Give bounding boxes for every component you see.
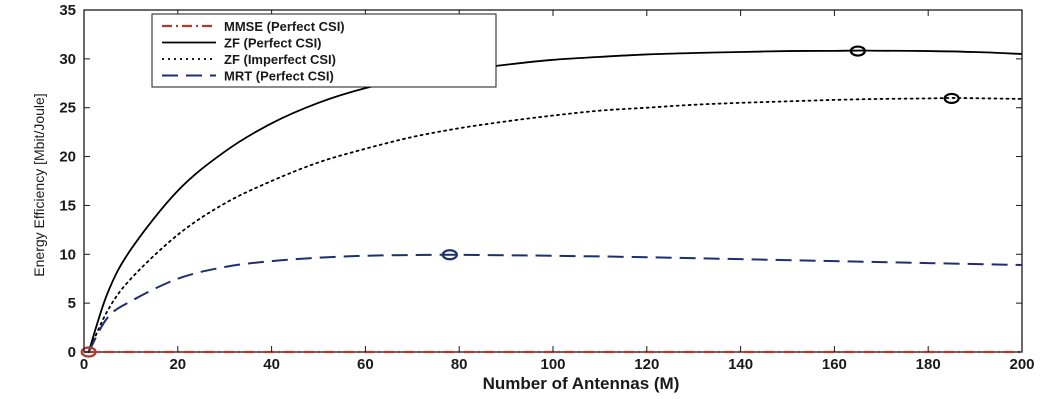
series-marker-2 [943,92,960,105]
x-tick-label: 40 [263,356,280,373]
x-tick-label: 20 [169,356,186,373]
x-tick-label: 140 [728,356,753,373]
series-marker-3 [441,249,458,261]
x-tick-label: 0 [80,356,88,373]
x-tick-label: 180 [916,356,941,373]
x-tick-label: 80 [451,356,468,373]
x-axis-title: Number of Antennas (M) [483,374,680,393]
series-line-1 [87,49,1023,353]
y-tick-label: 0 [68,344,76,361]
x-tick-label: 60 [357,356,374,373]
y-tick-label: 35 [59,2,76,19]
legend-label-1: ZF (Perfect CSI) [224,36,322,51]
legend-label-0: MMSE (Perfect CSI) [224,19,345,34]
series-marker-1 [849,45,866,57]
legend-label-3: MRT (Perfect CSI) [224,69,334,84]
y-axis-title: Energy Efficiency [Mbit/Joule] [31,93,47,276]
x-tick-label: 200 [1009,356,1034,373]
x-tick-label: 120 [634,356,659,373]
legend-label-2: ZF (Imperfect CSI) [224,52,336,67]
y-tick-label: 5 [68,295,76,312]
y-tick-label: 30 [59,51,76,68]
y-tick-label: 20 [59,149,76,166]
series-marker-0 [80,346,97,358]
y-tick-label: 10 [59,246,76,263]
y-tick-label: 15 [59,197,76,214]
series-line-3 [87,253,1023,353]
series-line-2 [87,97,1023,353]
x-tick-label: 160 [822,356,847,373]
y-tick-label: 25 [59,100,76,117]
x-tick-label: 100 [540,356,565,373]
